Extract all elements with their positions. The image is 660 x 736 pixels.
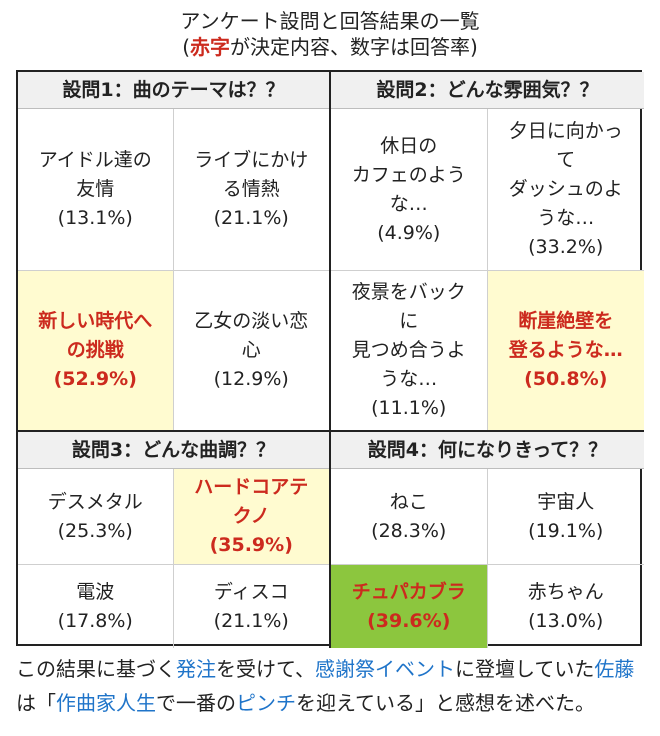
answer-percent: (25.3%) [57, 519, 133, 542]
answer-percent: (52.9%) [53, 368, 137, 390]
answer-percent: (11.1%) [371, 397, 447, 419]
summary-text: に登壇していた [455, 657, 595, 681]
answer-text: ライブにかけ る情熱 [194, 149, 309, 200]
answer-cell: 休日の カフェのよう な… (4.9%) [331, 109, 488, 271]
caption-paren-open: ( [182, 35, 190, 59]
answer-text: アイドル達の 友情 [38, 149, 152, 200]
answer-percent: (17.8%) [57, 609, 133, 632]
answer-percent: (13.1%) [57, 207, 133, 229]
answer-text: 赤ちゃん [527, 580, 604, 603]
caption-line-2-rest: が決定内容、数字は回答率) [230, 35, 478, 59]
answer-text: 夜景をバック に 見つめ合うよ うな… [351, 281, 466, 390]
answer-text: 断崖絶壁を 登るような… [508, 310, 623, 361]
summary-paragraph: この結果に基づく発注を受けて、感謝祭イベントに登壇していた佐藤は「作曲家人生で一… [16, 652, 646, 720]
summary-text: で一番の [156, 691, 236, 715]
answer-cell: デスメタル (25.3%) [18, 469, 174, 565]
answer-cell: アイドル達の 友情 (13.1%) [18, 109, 174, 271]
link-order[interactable]: 発注 [176, 657, 216, 681]
answer-text: チュパカブラ [351, 580, 466, 603]
answer-cell-selected: チュパカブラ (39.6%) [331, 565, 488, 648]
answer-cell: 夜景をバック に 見つめ合うよ うな… (11.1%) [331, 271, 488, 430]
answer-percent: (21.1%) [213, 207, 289, 229]
caption-line-2: (赤字が決定内容、数字は回答率) [0, 34, 660, 60]
answer-text: ハードコアテ クノ [194, 476, 309, 527]
answer-cell: 乙女の淡い恋 心 (12.9%) [174, 271, 330, 430]
answer-cell: 電波 (17.8%) [18, 565, 174, 648]
question-1-block: 設問1：曲のテーマは？？ アイドル達の 友情 (13.1%) ライブにかけ る情熱… [18, 72, 331, 432]
question-2-title: 設問2：どんな雰囲気？？ [331, 72, 644, 109]
summary-text: を迎えている」と感想を述べた。 [296, 691, 595, 715]
answer-cell: 赤ちゃん (13.0%) [488, 565, 645, 648]
question-3-title: 設問3：どんな曲調？？ [18, 432, 329, 469]
question-2-block: 設問2：どんな雰囲気？？ 休日の カフェのよう な… (4.9%) 夕日に向かっ … [331, 72, 644, 432]
answer-text: 新しい時代へ の挑戦 [38, 310, 153, 361]
answer-text: ねこ [389, 490, 428, 513]
answer-percent: (19.1%) [528, 519, 604, 542]
question-4-block: 設問4：何になりきって？？ ねこ (28.3%) 宇宙人 (19.1%) チュパカブ… [331, 432, 644, 648]
answer-percent: (35.9%) [209, 534, 293, 556]
question-3-block: 設問3：どんな曲調？？ デスメタル (25.3%) ハードコアテ クノ (35.9%… [18, 432, 331, 648]
link-pinch[interactable]: ピンチ [236, 691, 296, 715]
question-4-title: 設問4：何になりきって？？ [331, 432, 644, 469]
answer-percent: (33.2%) [528, 236, 604, 258]
answer-text: 宇宙人 [537, 490, 595, 513]
answer-cell: ねこ (28.3%) [331, 469, 488, 565]
link-sato[interactable]: 佐藤 [594, 657, 635, 681]
answer-percent: (12.9%) [213, 368, 289, 390]
answer-cell: 夕日に向かっ て ダッシュのよ うな… (33.2%) [487, 109, 644, 271]
answer-text: ディスコ [213, 580, 289, 603]
caption-red-word: 赤字 [190, 35, 230, 59]
answer-text: 電波 [76, 580, 115, 603]
summary-text: この結果に基づく [16, 657, 176, 681]
answer-text: 夕日に向かっ て ダッシュのよ うな… [508, 120, 623, 229]
table-caption: アンケート設問と回答結果の一覧 (赤字が決定内容、数字は回答率) [0, 0, 660, 60]
answer-cell: ライブにかけ る情熱 (21.1%) [173, 109, 329, 271]
answer-percent: (50.8%) [524, 368, 608, 390]
answer-percent: (4.9%) [377, 221, 441, 244]
answer-percent: (21.1%) [213, 609, 289, 632]
survey-results-table: 設問1：曲のテーマは？？ アイドル達の 友情 (13.1%) ライブにかけ る情熱… [16, 70, 644, 648]
link-thanks-event[interactable]: 感謝祭イベント [315, 657, 455, 681]
answer-percent: (13.0%) [528, 609, 604, 632]
answer-percent: (28.3%) [371, 519, 447, 542]
answer-cell-selected: 新しい時代へ の挑戦 (52.9%) [18, 271, 174, 430]
answer-text: デスメタル [47, 490, 143, 513]
answer-cell-selected: 断崖絶壁を 登るような… (50.8%) [487, 271, 644, 430]
summary-text: は「 [16, 691, 56, 715]
answer-text: 休日の カフェのよう な… [351, 134, 466, 215]
answer-percent: (39.6%) [367, 609, 451, 632]
link-composer-life[interactable]: 作曲家人生 [56, 691, 156, 715]
summary-text: を受けて、 [216, 657, 315, 681]
caption-line-1: アンケート設問と回答結果の一覧 [180, 9, 480, 33]
answer-cell: 宇宙人 (19.1%) [487, 469, 644, 565]
answer-text: 乙女の淡い恋 心 [194, 310, 309, 361]
answer-cell-selected: ハードコアテ クノ (35.9%) [173, 469, 329, 565]
question-1-title: 設問1：曲のテーマは？？ [18, 72, 329, 109]
answer-cell: ディスコ (21.1%) [174, 565, 330, 648]
